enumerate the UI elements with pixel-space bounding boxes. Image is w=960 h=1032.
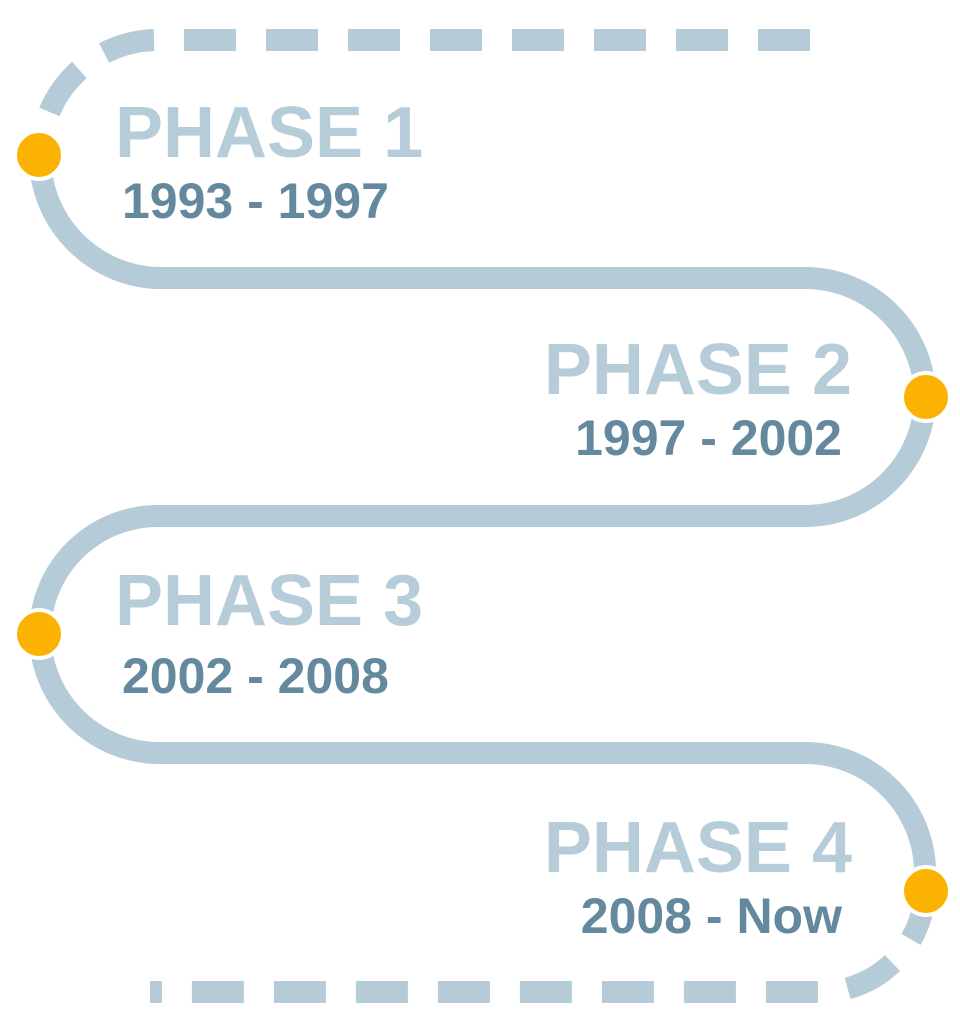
phase-3-marker: [13, 608, 65, 660]
timeline-path-solid: [28, 154, 937, 890]
phase-4-marker: [900, 865, 952, 917]
phase-2-dates: 1997 - 2002: [575, 410, 842, 466]
phase-1-marker: [13, 129, 65, 181]
phase-2-marker: [900, 371, 952, 423]
phase-4-dates: 2008 - Now: [581, 888, 842, 944]
phase-1-title: PHASE 1: [115, 93, 423, 173]
phase-3-dates: 2002 - 2008: [122, 648, 389, 704]
phase-1-dates: 1993 - 1997: [122, 173, 389, 229]
timeline-path-start-dashed: [29, 29, 810, 156]
phase-4-title: PHASE 4: [544, 808, 852, 888]
phase-3-title: PHASE 3: [115, 561, 423, 641]
phase-2-title: PHASE 2: [544, 330, 852, 410]
